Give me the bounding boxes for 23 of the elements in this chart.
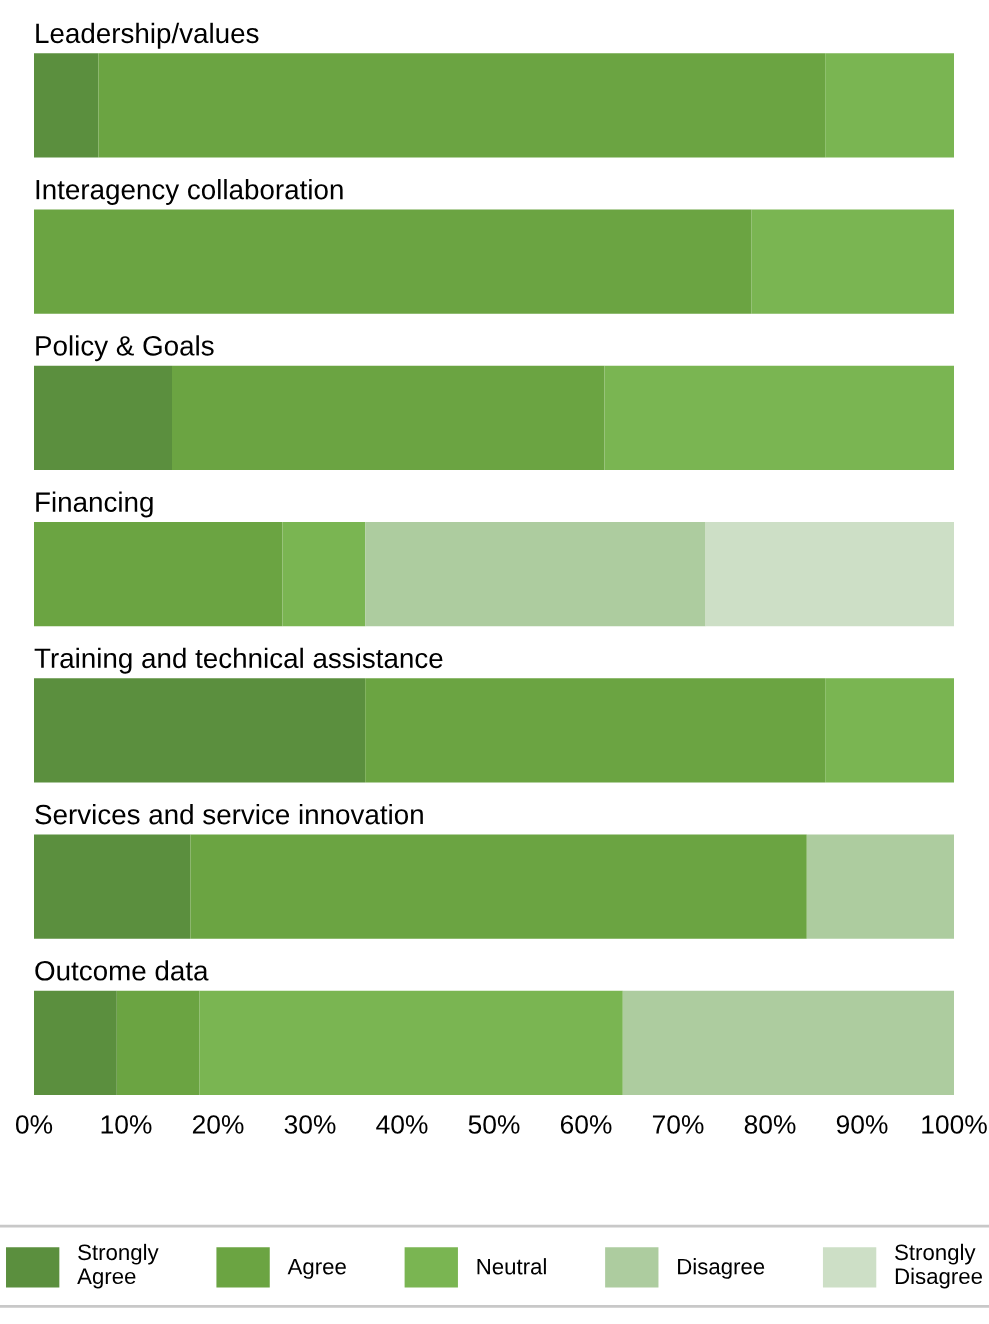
y-tick-label: Policy & Goals <box>36 335 214 362</box>
legend-label: Strongly Agree <box>77 1243 159 1289</box>
legend-label: Strongly Disagree <box>895 1243 982 1289</box>
x-tick-label: 80% <box>744 1115 796 1134</box>
x-tick-label: 20% <box>192 1115 244 1134</box>
x-tick-label: 10% <box>101 1115 152 1134</box>
x-tick-label: 30% <box>284 1115 336 1134</box>
y-tick-label: Training and technical assistance <box>34 647 443 674</box>
y-tick-label: Leadership/values <box>36 22 259 49</box>
legend-label: Neutral <box>477 1258 546 1275</box>
y-tick-label: Interagency collaboration <box>36 179 343 205</box>
x-tick-label: 40% <box>376 1115 428 1134</box>
x-tick-label: 70% <box>652 1115 704 1134</box>
x-tick-label: 0% <box>15 1115 53 1134</box>
y-tick-label: Financing <box>36 491 153 518</box>
x-tick-label: 90% <box>836 1115 888 1134</box>
x-tick-label: 60% <box>560 1115 612 1134</box>
x-tick-label: 100% <box>922 1115 987 1134</box>
x-tick-label: 50% <box>468 1115 520 1134</box>
y-tick-label: Services and service innovation <box>35 803 423 825</box>
legend-label: Disagree <box>678 1258 765 1279</box>
legend-label: Agree <box>287 1258 346 1279</box>
y-tick-label: Outcome data <box>35 960 209 981</box>
